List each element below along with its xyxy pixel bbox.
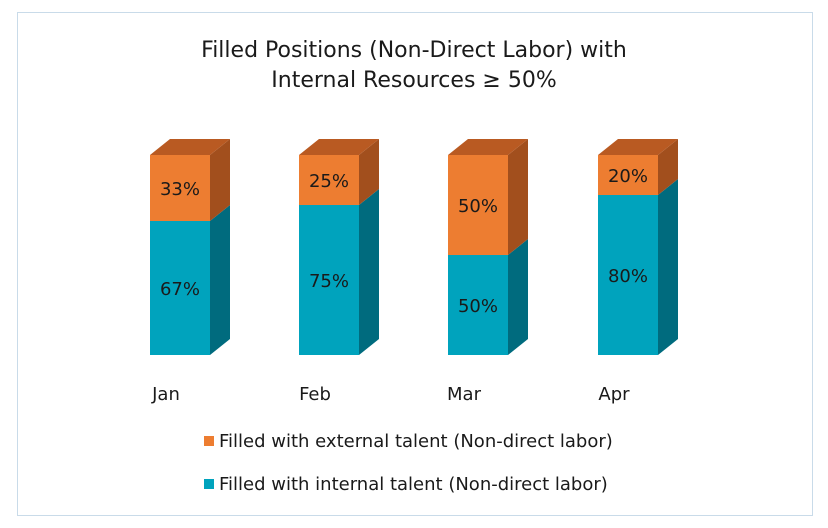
bar-external-side-apr [658, 139, 678, 195]
chart-title-line-2: Internal Resources ≥ 50% [271, 68, 557, 93]
data-label-external-jan: 33% [160, 179, 200, 200]
category-labels-group: Jan Feb Mar Apr [151, 384, 630, 405]
bar-external-side-feb [359, 139, 379, 205]
category-label-feb: Feb [299, 384, 331, 405]
data-label-external-feb: 25% [309, 171, 349, 192]
bar-internal-jan [150, 221, 210, 355]
data-label-internal-mar: 50% [458, 296, 498, 317]
data-label-external-apr: 20% [608, 166, 648, 187]
bar-internal-mar [448, 255, 508, 355]
legend-label-internal: Filled with internal talent (Non-direct … [219, 473, 608, 495]
data-label-internal-apr: 80% [608, 266, 648, 287]
bar-internal-side-jan [210, 205, 230, 355]
legend: Filled with external talent (Non-direct … [204, 430, 613, 516]
bars-group: 67% 33% 75% 25% 50% 50% 80% 20% [150, 139, 678, 355]
legend-item-internal: Filled with internal talent (Non-direct … [204, 473, 613, 495]
bar-internal-side-apr [658, 179, 678, 355]
data-label-internal-feb: 75% [309, 271, 349, 292]
bar-top-feb [299, 139, 379, 155]
chart-frame [17, 12, 813, 516]
bar-external-side-mar [508, 139, 528, 255]
bar-external-apr [598, 155, 658, 195]
legend-swatch-external [204, 436, 214, 446]
bar-top-apr [598, 139, 678, 155]
bar-internal-side-feb [359, 189, 379, 355]
bar-internal-side-mar [508, 239, 528, 355]
legend-label-external: Filled with external talent (Non-direct … [219, 430, 613, 452]
bar-top-mar [448, 139, 528, 155]
bar-external-mar [448, 155, 508, 255]
legend-swatch-internal [204, 479, 214, 489]
bar-top-jan [150, 139, 230, 155]
legend-item-external: Filled with external talent (Non-direct … [204, 430, 613, 452]
chart-title: Filled Positions (Non-Direct Labor) with… [0, 36, 828, 96]
bar-external-jan [150, 155, 210, 221]
bar-external-feb [299, 155, 359, 205]
category-label-apr: Apr [598, 384, 630, 405]
data-label-internal-jan: 67% [160, 279, 200, 300]
bar-internal-feb [299, 205, 359, 355]
category-label-mar: Mar [447, 384, 482, 405]
bar-external-side-jan [210, 139, 230, 221]
bar-internal-apr [598, 195, 658, 355]
category-label-jan: Jan [151, 384, 180, 405]
chart-title-line-1: Filled Positions (Non-Direct Labor) with [201, 38, 627, 63]
data-label-external-mar: 50% [458, 196, 498, 217]
